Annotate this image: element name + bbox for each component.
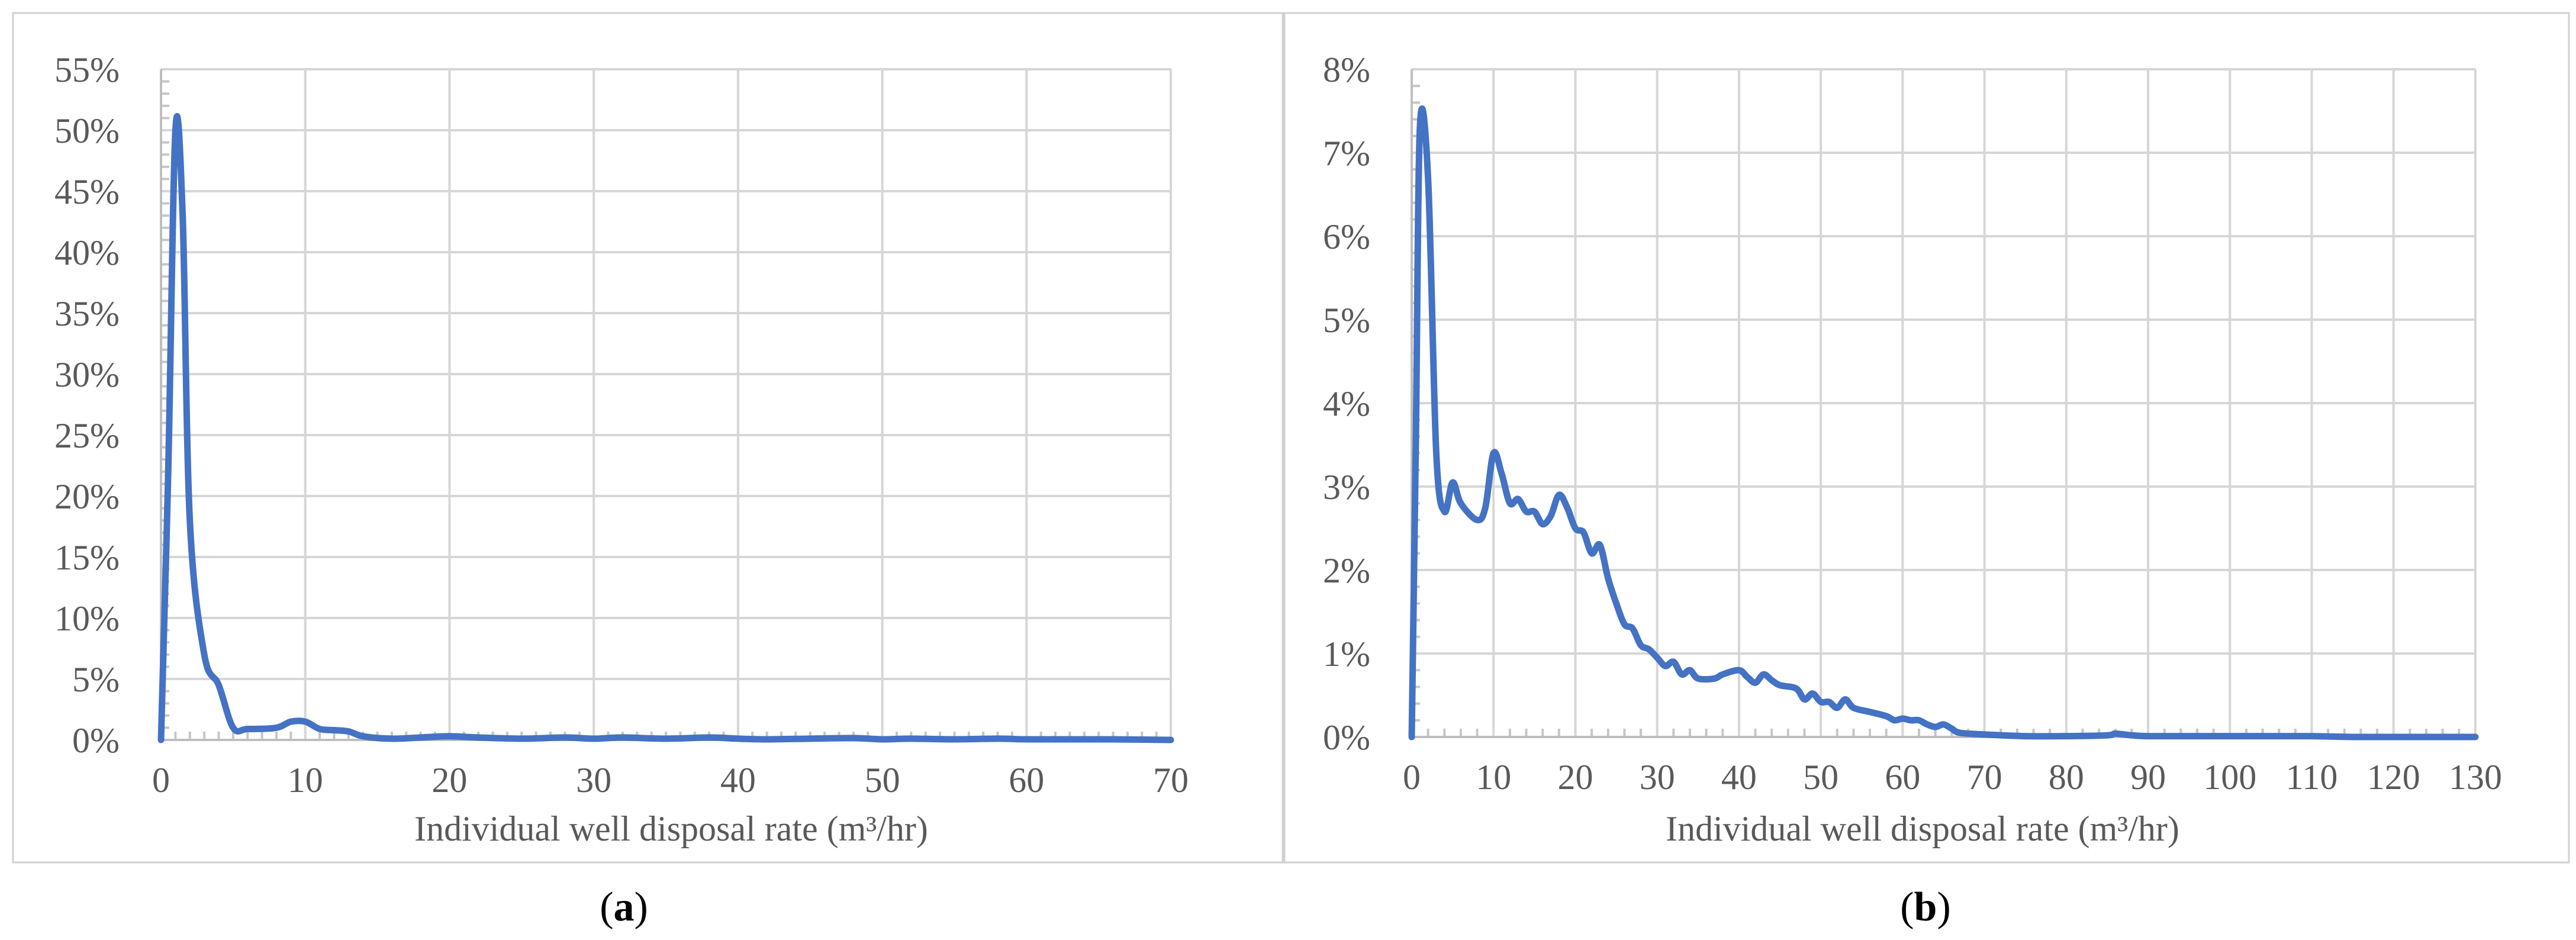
chart-a-y-tick-label: 35% xyxy=(54,294,120,333)
chart-a-y-tick-label: 30% xyxy=(54,355,120,394)
chart-a-x-tick-label: 30 xyxy=(576,761,611,800)
chart-b-x-tick-label: 50 xyxy=(1803,758,1838,797)
chart-b-y-tick-label: 6% xyxy=(1323,217,1370,256)
chart-a-y-tick-label: 15% xyxy=(54,538,120,577)
panel-a-frame xyxy=(12,12,1284,864)
chart-b-x-tick-label: 130 xyxy=(2449,758,2502,797)
chart-a-x-tick-label: 70 xyxy=(1153,761,1189,800)
chart-a-x-axis-title: Individual well disposal rate (m³/hr) xyxy=(414,809,928,848)
chart-a-y-tick-label: 25% xyxy=(54,416,120,455)
caption-b-letter: b xyxy=(1914,884,1937,930)
chart-b-x-tick-label: 70 xyxy=(1967,758,2002,797)
caption-b: (b) xyxy=(1900,884,1951,930)
chart-b: 0% 1% 2% 3% 4% 5% 6% 7% 8% 0 10 20 30 40 50 60 70 80 90 100… xyxy=(1323,50,2502,797)
chart-b-x-tick-label: 90 xyxy=(2130,758,2166,797)
chart-a-series-line xyxy=(157,112,1174,743)
chart-a-y-tick-label: 45% xyxy=(54,172,120,211)
chart-b-y-tick-label: 3% xyxy=(1323,468,1370,507)
chart-b-y-tick-label: 0% xyxy=(1323,718,1370,757)
chart-a-x-tick-label: 50 xyxy=(865,761,900,800)
chart-b-y-tick-label: 2% xyxy=(1323,551,1370,590)
chart-b-x-tick-label: 40 xyxy=(1721,758,1757,797)
chart-b-y-tick-label: 5% xyxy=(1323,301,1370,340)
chart-b-x-tick-label: 80 xyxy=(2049,758,2084,797)
chart-a-x-tick-label: 60 xyxy=(1009,761,1044,800)
chart-a-y-tick-label: 0% xyxy=(72,721,120,760)
chart-b-x-tick-label: 110 xyxy=(2286,758,2338,797)
chart-a-y-tick-label: 55% xyxy=(54,50,120,89)
chart-a-y-tick-label: 5% xyxy=(72,660,120,699)
chart-b-x-tick-label: 100 xyxy=(2203,758,2256,797)
caption-a: (a) xyxy=(600,884,648,930)
chart-a: 0% 5% 10% 15% 20% 25% 30% 35% 40% 45% 50% 55% 0 10 20 3… xyxy=(54,50,1189,800)
chart-b-y-tick-label: 8% xyxy=(1323,50,1370,89)
chart-b-x-axis-title: Individual well disposal rate (m³/hr) xyxy=(1666,809,2179,848)
chart-a-x-tick-label: 10 xyxy=(288,761,323,800)
chart-a-y-tick-label: 20% xyxy=(54,477,120,516)
chart-b-y-tick-label: 1% xyxy=(1323,635,1370,674)
chart-b-x-tick-label: 120 xyxy=(2367,758,2420,797)
chart-a-x-tick-label: 20 xyxy=(432,761,467,800)
chart-b-x-tick-label: 30 xyxy=(1640,758,1675,797)
chart-b-x-tick-label: 60 xyxy=(1885,758,1920,797)
chart-a-y-tick-label: 40% xyxy=(54,233,120,272)
chart-b-x-tick-label: 10 xyxy=(1476,758,1511,797)
chart-b-y-tick-label: 4% xyxy=(1323,384,1370,423)
chart-b-series-line xyxy=(1408,105,2479,741)
caption-a-letter: a xyxy=(614,884,635,930)
chart-b-x-tick-label: 0 xyxy=(1403,758,1421,797)
chart-a-x-tick-label: 0 xyxy=(152,761,170,800)
chart-a-x-tick-label: 40 xyxy=(720,761,756,800)
chart-b-y-tick-label: 7% xyxy=(1323,134,1370,173)
chart-b-x-tick-label: 20 xyxy=(1557,758,1593,797)
chart-a-y-tick-label: 10% xyxy=(54,599,120,638)
chart-a-y-tick-label: 50% xyxy=(54,111,120,150)
